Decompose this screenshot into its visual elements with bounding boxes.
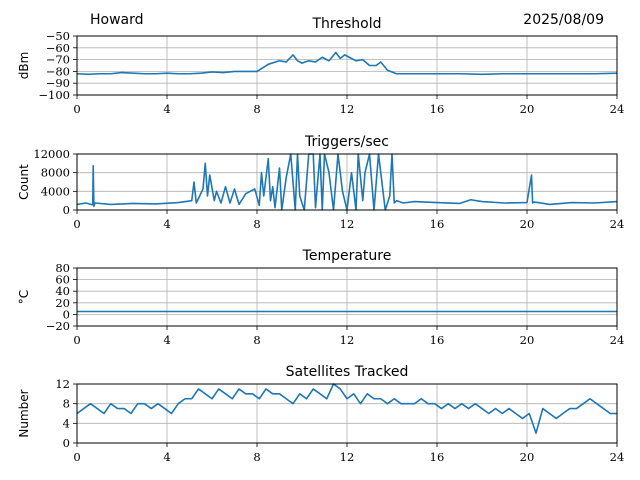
- x-tick-label: 24: [610, 450, 625, 464]
- x-tick-label: 4: [163, 450, 170, 464]
- y-axis-label: Count: [17, 164, 31, 200]
- x-tick-label: 0: [73, 333, 80, 347]
- x-tick-label: 0: [73, 217, 80, 231]
- y-tick-label: −90: [46, 76, 70, 90]
- x-tick-label: 24: [610, 217, 625, 231]
- y-axis-label: dBm: [17, 52, 31, 80]
- x-tick-label: 4: [163, 333, 170, 347]
- x-tick-label: 16: [430, 217, 445, 231]
- x-tick-label: 24: [610, 333, 625, 347]
- y-tick-label: −20: [46, 319, 70, 333]
- x-tick-label: 16: [430, 102, 445, 116]
- x-tick-label: 16: [430, 333, 445, 347]
- panel-title: Triggers/sec: [304, 134, 389, 150]
- x-tick-label: 12: [340, 217, 355, 231]
- y-tick-label: 0: [63, 203, 70, 217]
- x-tick-label: 20: [520, 102, 535, 116]
- x-tick-label: 20: [520, 450, 535, 464]
- y-tick-label: 60: [55, 273, 70, 287]
- x-tick-label: 20: [520, 333, 535, 347]
- panel-title: Temperature: [302, 248, 392, 264]
- x-tick-label: 4: [163, 102, 170, 116]
- date-label: 2025/08/09: [523, 12, 604, 28]
- panel-title: Threshold: [312, 16, 382, 32]
- x-tick-label: 16: [430, 450, 445, 464]
- panel-title: Satellites Tracked: [286, 364, 409, 380]
- x-tick-label: 0: [73, 450, 80, 464]
- y-tick-label: 4000: [41, 184, 70, 198]
- y-tick-label: 8: [63, 397, 70, 411]
- series-line-panel-2: [76, 153, 618, 211]
- series-line-panel-4: [76, 383, 617, 434]
- y-tick-label: 80: [55, 261, 70, 275]
- y-axis-label: °C: [17, 290, 31, 304]
- y-axis-label: Number: [17, 389, 31, 437]
- x-tick-label: 4: [163, 217, 170, 231]
- station-name: Howard: [90, 12, 144, 28]
- y-tick-label: 12000: [33, 147, 70, 161]
- y-tick-label: 8000: [41, 166, 70, 180]
- y-tick-label: −80: [46, 64, 70, 78]
- y-tick-label: −100: [38, 88, 70, 102]
- y-tick-label: 40: [55, 284, 70, 298]
- y-tick-label: 12: [55, 377, 70, 391]
- x-tick-label: 12: [340, 102, 355, 116]
- y-tick-label: −50: [46, 29, 70, 43]
- y-tick-label: 4: [63, 416, 70, 430]
- x-tick-label: 20: [520, 217, 535, 231]
- series-line-panel-1: [76, 51, 618, 76]
- y-tick-label: 0: [63, 436, 70, 450]
- x-tick-label: 8: [253, 450, 260, 464]
- x-tick-label: 8: [253, 102, 260, 116]
- y-tick-label: −70: [46, 53, 70, 67]
- y-tick-label: 20: [55, 296, 70, 310]
- x-tick-label: 24: [610, 102, 625, 116]
- x-tick-label: 8: [253, 333, 260, 347]
- x-tick-label: 12: [340, 333, 355, 347]
- y-tick-label: 0: [63, 307, 70, 321]
- y-tick-label: −60: [46, 41, 70, 55]
- x-tick-label: 8: [253, 217, 260, 231]
- x-tick-label: 12: [340, 450, 355, 464]
- x-tick-label: 0: [73, 102, 80, 116]
